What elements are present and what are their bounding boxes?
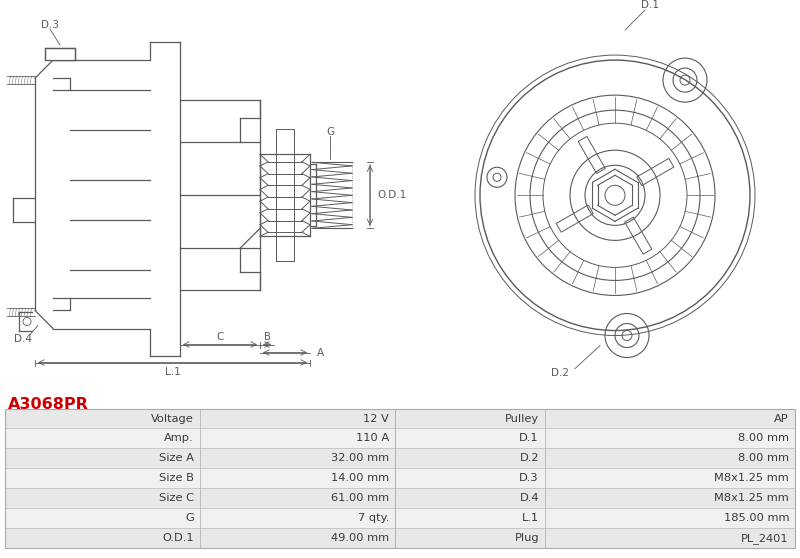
Text: AP: AP (774, 413, 789, 424)
Text: G: G (326, 127, 334, 137)
Text: 49.00 mm: 49.00 mm (331, 533, 389, 543)
Text: Plug: Plug (514, 533, 539, 543)
Text: A3068PR: A3068PR (8, 397, 89, 412)
Text: D.1: D.1 (641, 0, 659, 10)
Bar (5, 468, 395, 488)
Bar (395, 408, 795, 429)
Text: M8x1.25 mm: M8x1.25 mm (714, 493, 789, 503)
Text: D.3: D.3 (41, 20, 59, 30)
Bar (5, 488, 395, 508)
Bar (395, 429, 795, 449)
Text: L.1: L.1 (165, 367, 180, 377)
Bar (395, 449, 795, 468)
Text: D.4: D.4 (519, 493, 539, 503)
Text: 7 qty.: 7 qty. (358, 513, 389, 523)
Bar (5, 528, 395, 548)
Text: D.3: D.3 (519, 473, 539, 483)
Text: Pulley: Pulley (505, 413, 539, 424)
Text: Voltage: Voltage (151, 413, 194, 424)
Bar (5, 408, 395, 429)
Bar (45, 48, 75, 60)
Text: A: A (317, 348, 323, 358)
Text: D.4: D.4 (14, 334, 32, 344)
Text: O.D.1: O.D.1 (378, 190, 406, 200)
Text: Size C: Size C (159, 493, 194, 503)
Text: L.1: L.1 (522, 513, 539, 523)
Text: Size B: Size B (159, 473, 194, 483)
Bar (5, 508, 395, 528)
Text: 185.00 mm: 185.00 mm (723, 513, 789, 523)
Text: D.1: D.1 (519, 434, 539, 444)
Text: M8x1.25 mm: M8x1.25 mm (714, 473, 789, 483)
Text: 12 V: 12 V (363, 413, 389, 424)
Text: 8.00 mm: 8.00 mm (738, 453, 789, 463)
Text: 61.00 mm: 61.00 mm (331, 493, 389, 503)
Text: C: C (216, 331, 224, 341)
Bar (5, 408, 795, 548)
Text: D.2: D.2 (551, 368, 569, 378)
Text: 32.00 mm: 32.00 mm (331, 453, 389, 463)
Bar (5, 429, 395, 449)
Text: O.D.1: O.D.1 (162, 533, 194, 543)
Text: G: G (186, 513, 194, 523)
Bar (395, 488, 795, 508)
Text: PL_2401: PL_2401 (742, 533, 789, 543)
Text: Amp.: Amp. (164, 434, 194, 444)
Text: B: B (264, 331, 270, 341)
Text: 14.00 mm: 14.00 mm (331, 473, 389, 483)
Bar (395, 508, 795, 528)
Text: 110 A: 110 A (356, 434, 389, 444)
Bar (395, 528, 795, 548)
Text: D.2: D.2 (519, 453, 539, 463)
Bar (395, 468, 795, 488)
Bar (5, 449, 395, 468)
Text: 8.00 mm: 8.00 mm (738, 434, 789, 444)
Text: Size A: Size A (159, 453, 194, 463)
